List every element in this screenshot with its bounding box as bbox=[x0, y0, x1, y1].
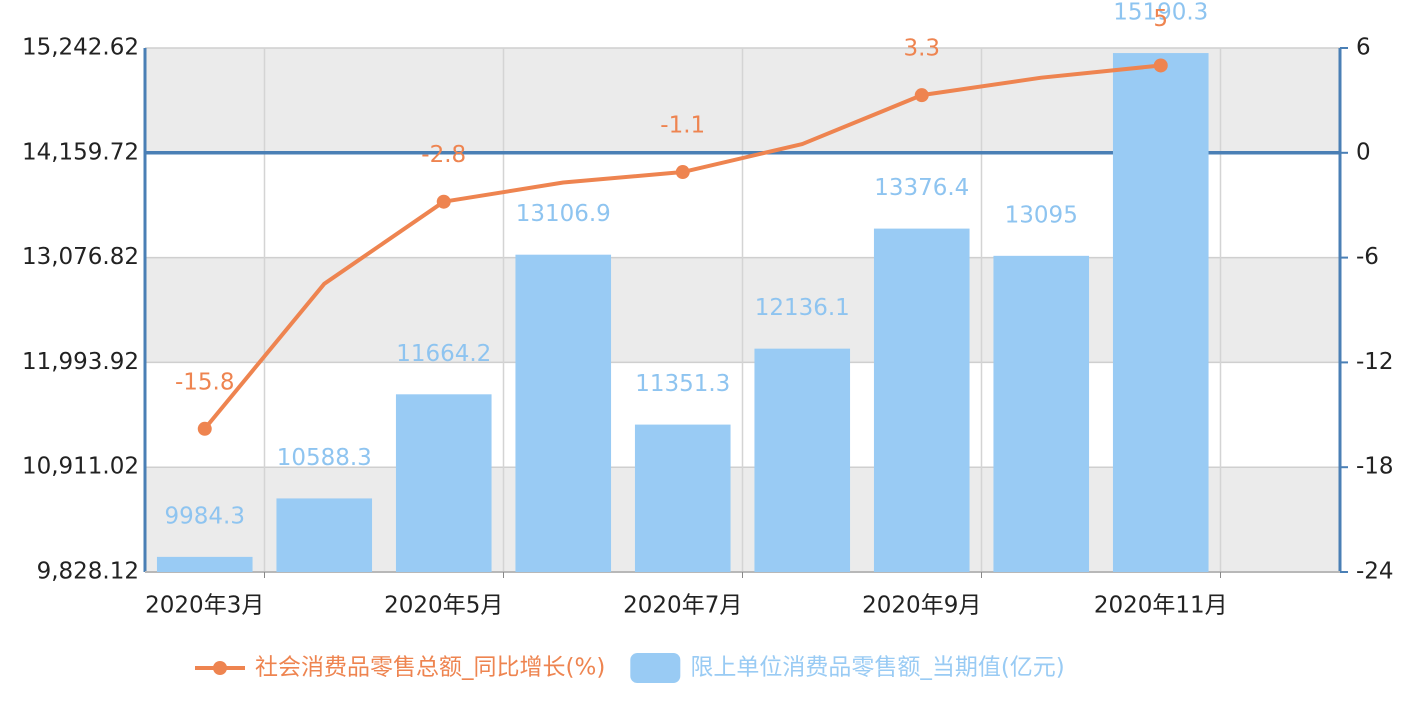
y-tick-label: 13,076.82 bbox=[22, 244, 139, 270]
bar bbox=[156, 556, 253, 572]
y2-tick-label: -6 bbox=[1356, 244, 1379, 270]
bar bbox=[754, 348, 851, 572]
bar bbox=[395, 394, 492, 572]
line-marker bbox=[675, 165, 690, 180]
y-tick-label: 10,911.02 bbox=[22, 454, 139, 480]
bar-value-label: 13376.4 bbox=[874, 175, 969, 201]
y-tick-label: 9,828.12 bbox=[37, 559, 139, 585]
bar-value-label: 10588.3 bbox=[277, 445, 372, 471]
line-value-label: 3.3 bbox=[903, 36, 940, 62]
bar bbox=[873, 228, 970, 573]
legend-swatch bbox=[630, 653, 681, 683]
bar bbox=[993, 255, 1090, 573]
bar-value-label: 13106.9 bbox=[516, 201, 611, 227]
line-value-label: -2.8 bbox=[421, 142, 466, 168]
legend-marker bbox=[213, 661, 227, 675]
line-marker bbox=[1153, 58, 1168, 73]
bar bbox=[515, 254, 612, 572]
x-tick-label: 2020年7月 bbox=[623, 593, 742, 619]
y2-tick-label: 0 bbox=[1356, 139, 1371, 165]
bar-value-label: 12136.1 bbox=[755, 295, 850, 321]
line-marker bbox=[197, 421, 212, 436]
bar bbox=[634, 424, 731, 572]
y-tick-label: 14,159.72 bbox=[22, 139, 139, 165]
y2-tick-label: -12 bbox=[1356, 349, 1394, 375]
bar-value-label: 11664.2 bbox=[396, 341, 491, 367]
line-value-label: -15.8 bbox=[175, 369, 235, 395]
line-marker bbox=[436, 194, 451, 209]
x-tick-label: 2020年5月 bbox=[384, 593, 503, 619]
bar-value-label: 13095 bbox=[1005, 202, 1078, 228]
y2-tick-label: -18 bbox=[1356, 454, 1394, 480]
y2-tick-label: -24 bbox=[1356, 559, 1394, 585]
bar bbox=[276, 498, 373, 572]
x-tick-label: 2020年9月 bbox=[862, 593, 981, 619]
bar-value-label: 9984.3 bbox=[165, 503, 245, 529]
bar-value-label: 15190.3 bbox=[1113, 0, 1208, 26]
legend-label[interactable]: 限上单位消费品零售额_当期值(亿元) bbox=[690, 655, 1064, 681]
bar bbox=[1112, 53, 1209, 573]
legend-label[interactable]: 社会消费品零售总额_同比增长(%) bbox=[255, 655, 605, 681]
y2-tick-label: 6 bbox=[1356, 35, 1371, 61]
line-value-label: 5 bbox=[1153, 6, 1168, 32]
y-tick-label: 11,993.92 bbox=[22, 349, 139, 375]
y-tick-label: 15,242.62 bbox=[22, 35, 139, 61]
line-marker bbox=[914, 88, 929, 103]
x-tick-label: 2020年11月 bbox=[1094, 593, 1228, 619]
bar-value-label: 11351.3 bbox=[635, 371, 730, 397]
x-tick-label: 2020年3月 bbox=[145, 593, 264, 619]
line-value-label: -1.1 bbox=[660, 113, 705, 139]
